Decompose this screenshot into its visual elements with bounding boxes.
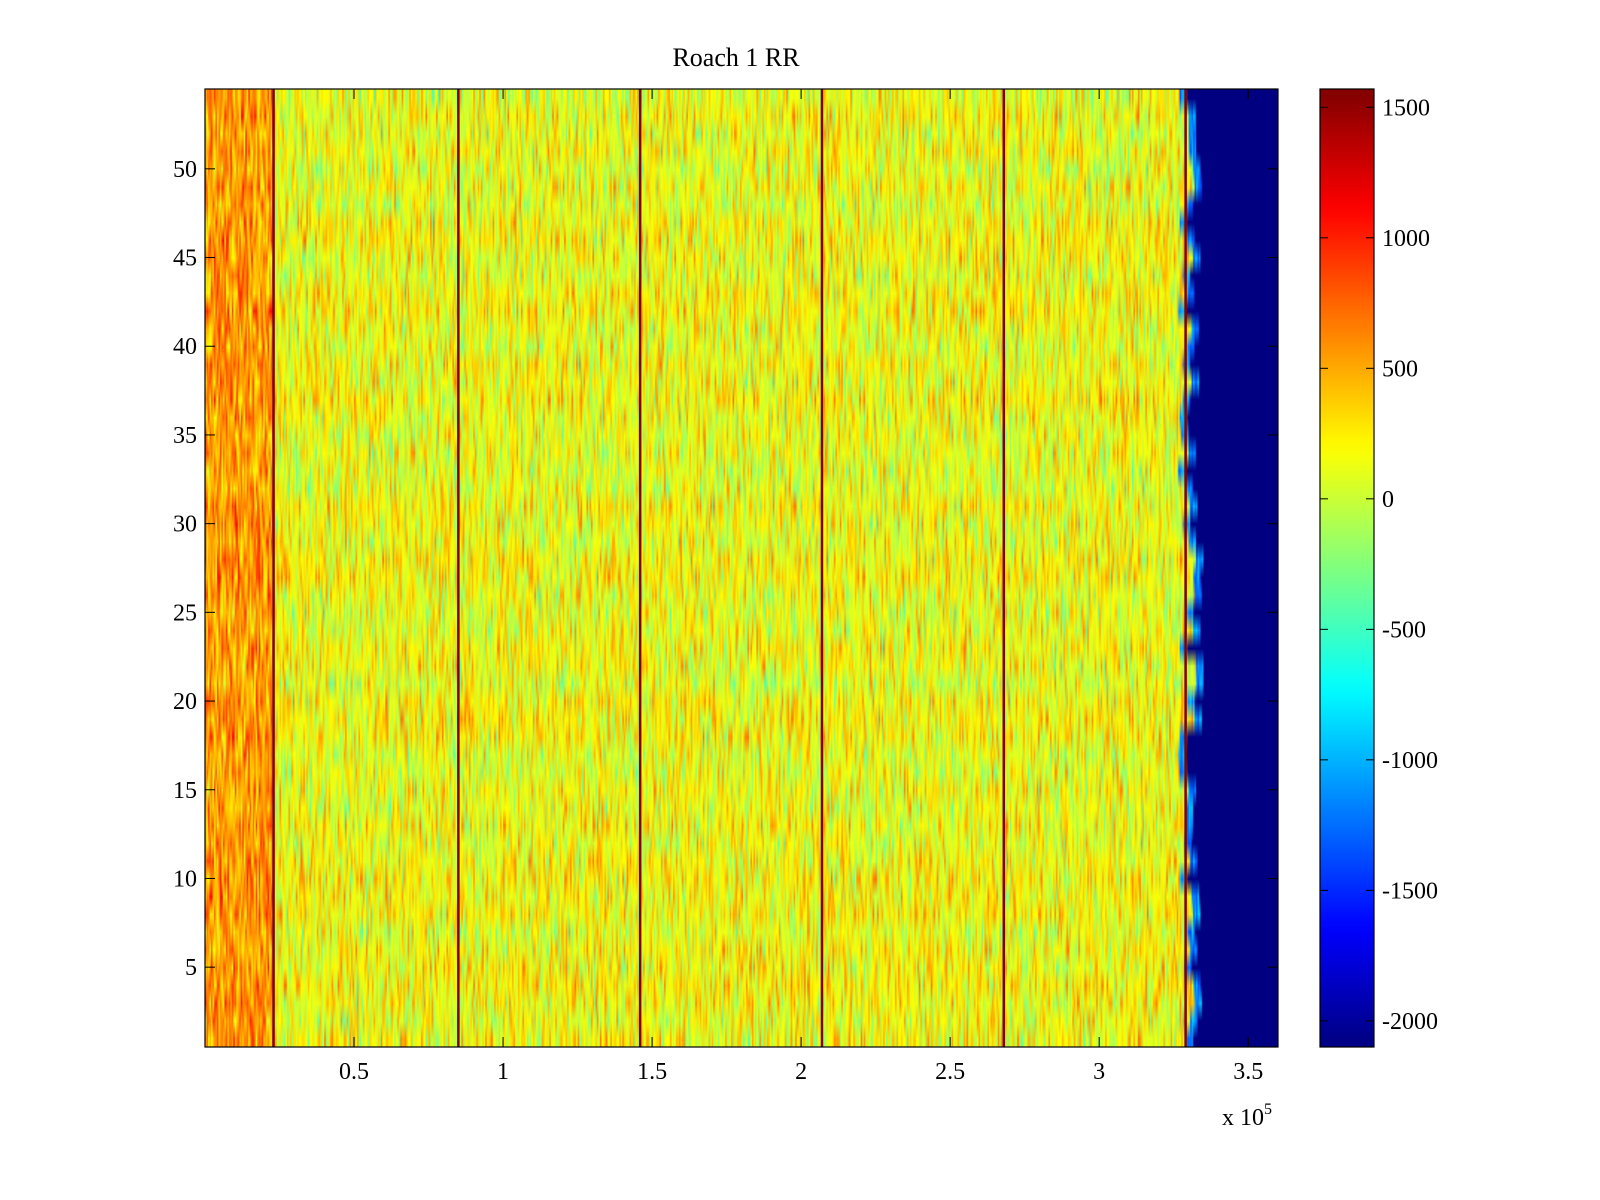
colorbar: 1500 1000 500 0 -500 -1000 -1500 -2000 bbox=[1319, 88, 1438, 1048]
x-tick-label: 3.5 bbox=[1233, 1059, 1263, 1085]
colorbar-tick-label: 1000 bbox=[1382, 226, 1430, 252]
y-tick-label: 50 bbox=[173, 157, 197, 183]
y-tick-label: 10 bbox=[173, 866, 197, 892]
colorbar-tick-label: -2000 bbox=[1382, 1009, 1438, 1035]
chart-title: Roach 1 RR bbox=[672, 43, 800, 72]
y-tick-label: 15 bbox=[173, 778, 197, 804]
spike-lines bbox=[272, 89, 1187, 1047]
y-tick-label: 25 bbox=[173, 600, 197, 626]
x-axis-multiplier-power: 5 bbox=[1264, 1101, 1272, 1118]
x-axis-multiplier: x 105 bbox=[1222, 1101, 1272, 1131]
x-tick-label: 3 bbox=[1093, 1059, 1105, 1085]
y-tick-label: 30 bbox=[173, 512, 197, 538]
x-tick-label: 2.5 bbox=[935, 1059, 965, 1085]
y-tick-label: 5 bbox=[185, 955, 197, 981]
colorbar-gradient bbox=[1320, 89, 1374, 1047]
colorbar-ticks: 1500 1000 500 0 -500 -1000 -1500 -2000 bbox=[1320, 95, 1438, 1035]
colorbar-frame bbox=[1319, 88, 1375, 1048]
colorbar-tick-label: 1500 bbox=[1382, 95, 1430, 121]
x-tick-label: 1 bbox=[497, 1059, 509, 1085]
heatmap-plot-area bbox=[205, 89, 1278, 1047]
y-tick-label: 40 bbox=[173, 334, 197, 360]
x-axis-multiplier-base: x 10 bbox=[1222, 1105, 1264, 1131]
y-tick-label: 35 bbox=[173, 423, 197, 449]
colorbar-tick-label: 500 bbox=[1382, 356, 1418, 382]
colorbar-tick-label: -500 bbox=[1382, 617, 1426, 643]
colorbar-tick-label: 0 bbox=[1382, 487, 1394, 513]
y-axis: 5 10 15 20 25 30 35 40 45 50 bbox=[173, 157, 1278, 981]
x-axis: 0.5 1 1.5 2 2.5 3 3.5 bbox=[339, 89, 1263, 1085]
x-tick-label: 0.5 bbox=[339, 1059, 369, 1085]
y-tick-label: 20 bbox=[173, 689, 197, 715]
colorbar-tick-label: -1500 bbox=[1382, 878, 1438, 904]
y-tick-label: 45 bbox=[173, 246, 197, 272]
heatmap-image bbox=[205, 89, 1278, 1047]
colorbar-tick-label: -1000 bbox=[1382, 748, 1438, 774]
plot-frame bbox=[204, 88, 1279, 1048]
x-tick-label: 2 bbox=[795, 1059, 807, 1085]
x-tick-label: 1.5 bbox=[637, 1059, 667, 1085]
